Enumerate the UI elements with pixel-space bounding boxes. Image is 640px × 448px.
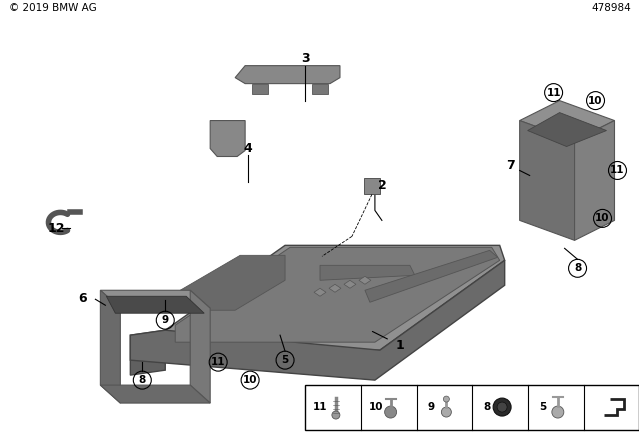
Polygon shape	[131, 330, 165, 375]
Circle shape	[552, 406, 564, 418]
Text: 11: 11	[611, 165, 625, 176]
Text: 10: 10	[369, 402, 383, 412]
Circle shape	[497, 402, 507, 412]
Polygon shape	[100, 290, 210, 308]
Text: 11: 11	[313, 402, 327, 412]
Text: 8: 8	[483, 402, 491, 412]
Polygon shape	[365, 250, 498, 302]
Text: 8: 8	[574, 263, 581, 273]
Circle shape	[385, 406, 397, 418]
Polygon shape	[312, 84, 328, 94]
Text: 5: 5	[540, 402, 547, 412]
Text: 4: 4	[244, 142, 253, 155]
Polygon shape	[131, 260, 505, 380]
Polygon shape	[175, 247, 500, 342]
Text: 11: 11	[547, 88, 561, 98]
Polygon shape	[252, 84, 268, 94]
Polygon shape	[106, 296, 204, 313]
Text: 10: 10	[243, 375, 257, 385]
Text: 7: 7	[506, 159, 515, 172]
Polygon shape	[364, 178, 380, 194]
Polygon shape	[359, 276, 371, 284]
Polygon shape	[314, 288, 326, 296]
Text: © 2019 BMW AG: © 2019 BMW AG	[8, 3, 96, 13]
FancyBboxPatch shape	[305, 385, 639, 430]
Text: 10: 10	[588, 95, 603, 106]
Text: 5: 5	[282, 355, 289, 365]
Polygon shape	[235, 66, 340, 84]
Polygon shape	[520, 121, 575, 241]
Polygon shape	[344, 280, 356, 288]
Text: 2: 2	[378, 179, 387, 192]
Circle shape	[493, 398, 511, 416]
Polygon shape	[190, 290, 210, 403]
Polygon shape	[520, 101, 614, 141]
Circle shape	[332, 411, 340, 419]
Text: 12: 12	[48, 222, 65, 235]
Text: 10: 10	[595, 213, 610, 224]
Polygon shape	[100, 385, 210, 403]
Polygon shape	[320, 265, 415, 280]
Text: 3: 3	[301, 52, 309, 65]
Circle shape	[442, 407, 451, 417]
Polygon shape	[575, 121, 614, 241]
Text: 8: 8	[139, 375, 146, 385]
Text: 6: 6	[78, 292, 86, 305]
Polygon shape	[210, 121, 245, 156]
Text: 11: 11	[211, 357, 225, 367]
Circle shape	[444, 396, 449, 402]
Text: 1: 1	[396, 339, 404, 352]
Polygon shape	[527, 112, 607, 146]
Text: 9: 9	[428, 402, 435, 412]
Text: 9: 9	[162, 315, 169, 325]
Polygon shape	[165, 246, 505, 350]
Polygon shape	[329, 284, 341, 292]
Polygon shape	[100, 290, 120, 403]
Text: 478984: 478984	[592, 3, 632, 13]
Polygon shape	[180, 255, 285, 310]
